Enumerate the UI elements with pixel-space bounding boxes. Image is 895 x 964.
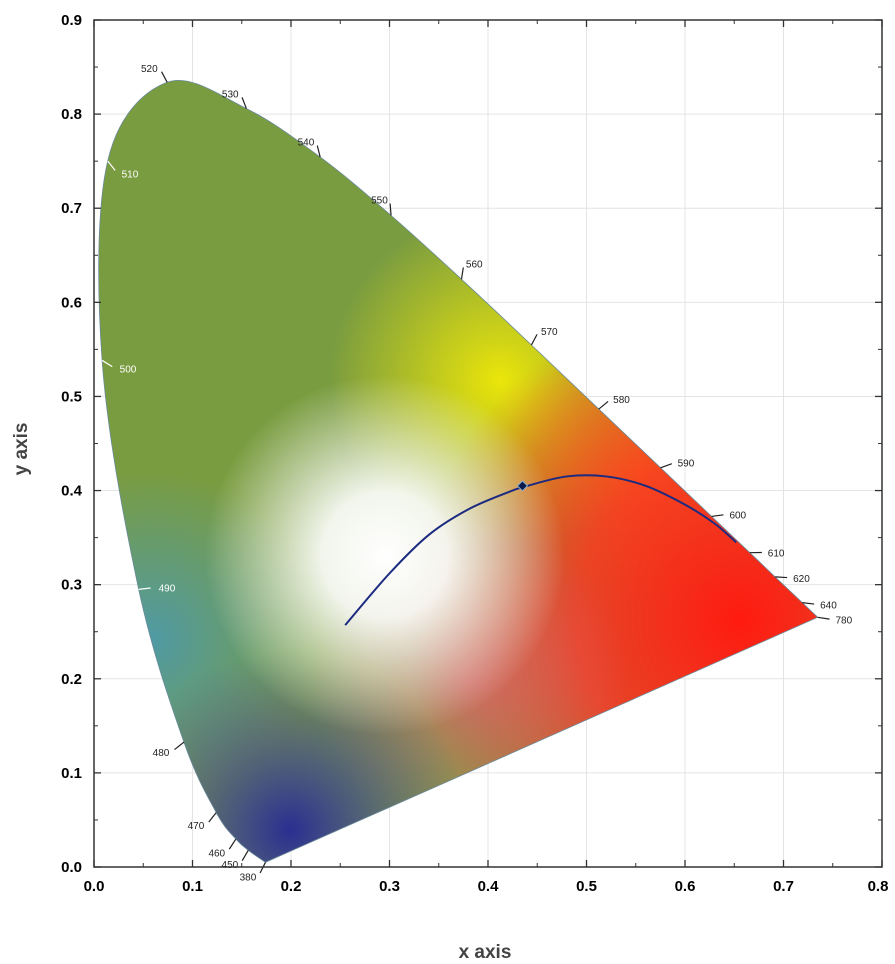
x-tick-label: 0.3 [379,878,400,895]
x-axis-title: x axis [459,942,512,963]
y-tick-label: 0.4 [61,483,83,500]
wavelength-tick [817,616,830,620]
y-axis-title: y axis [11,423,32,476]
axis-ticks: 0.0 0.1 0.2 0.3 0.4 0.5 0.6 0.7 0.8 0.0 0.1 0.2 0.3 0… [61,12,888,895]
wavelength-label: 590 [678,458,695,469]
wavelength-label: 620 [793,574,810,585]
wavelength-label: 380 [240,873,257,884]
wavelength-tick [530,334,538,346]
y-tick-label: 0.8 [61,106,82,123]
wavelength-tick [228,838,237,850]
wavelength-label: 450 [222,860,239,871]
y-tick-label: 0.0 [61,859,82,876]
wavelength-label: 530 [222,90,239,101]
y-tick-label: 0.2 [61,671,82,688]
series-layer [344,474,737,626]
wavelength-tick [660,463,673,469]
wavelength-tick [460,267,464,280]
wavelength-label: 570 [541,327,558,338]
wavelength-tick [316,145,321,158]
x-tick-label: 0.1 [182,878,203,895]
diamond-marker [516,480,529,492]
x-tick-label: 0.2 [281,878,302,895]
wavelength-label: 600 [729,510,746,521]
wavelength-tick [101,359,113,368]
spectral-locus-fill [98,80,818,863]
wavelength-tick [598,400,609,410]
wavelength-label: 580 [613,395,630,406]
wavelength-label: 780 [835,616,852,627]
wavelength-tick [107,160,116,171]
y-tick-label: 0.3 [61,577,82,594]
x-tick-label: 0.8 [868,878,889,895]
wavelength-tick [241,850,249,862]
y-tick-label: 0.7 [61,200,82,217]
wavelength-label: 610 [768,548,785,559]
wavelength-tick [208,812,217,823]
wavelength-label: 550 [371,196,388,207]
wavelength-tick [174,741,185,751]
wavelength-label: 460 [208,848,225,859]
wavelength-label: 560 [466,259,483,270]
y-tick-label: 0.9 [61,12,82,29]
wavelength-label: 500 [120,365,137,376]
y-tick-label: 0.6 [61,294,82,311]
wavelength-label: 520 [141,64,158,75]
wavelength-label: 640 [820,601,837,612]
wavelength-tick [775,576,788,579]
wavelength-tick [389,203,392,216]
x-tick-label: 0.7 [773,878,794,895]
x-tick-label: 0.4 [478,878,500,895]
y-tick-label: 0.1 [61,765,82,782]
wavelength-label: 480 [153,748,170,759]
wavelength-label: 510 [122,170,139,181]
y-tick-label: 0.5 [61,388,82,405]
wavelength-label: 490 [159,584,176,595]
wavelength-tick [138,587,151,590]
wavelength-label: 470 [188,821,205,832]
planckian-locus-line [344,474,737,626]
wavelength-tick [241,97,247,109]
x-tick-label: 0.0 [84,878,105,895]
wavelength-label: 540 [298,138,315,149]
x-tick-label: 0.5 [576,878,597,895]
wavelength-tick [161,71,168,83]
wavelength-tick [802,602,815,605]
wavelength-tick [711,514,724,518]
x-tick-label: 0.6 [675,878,696,895]
